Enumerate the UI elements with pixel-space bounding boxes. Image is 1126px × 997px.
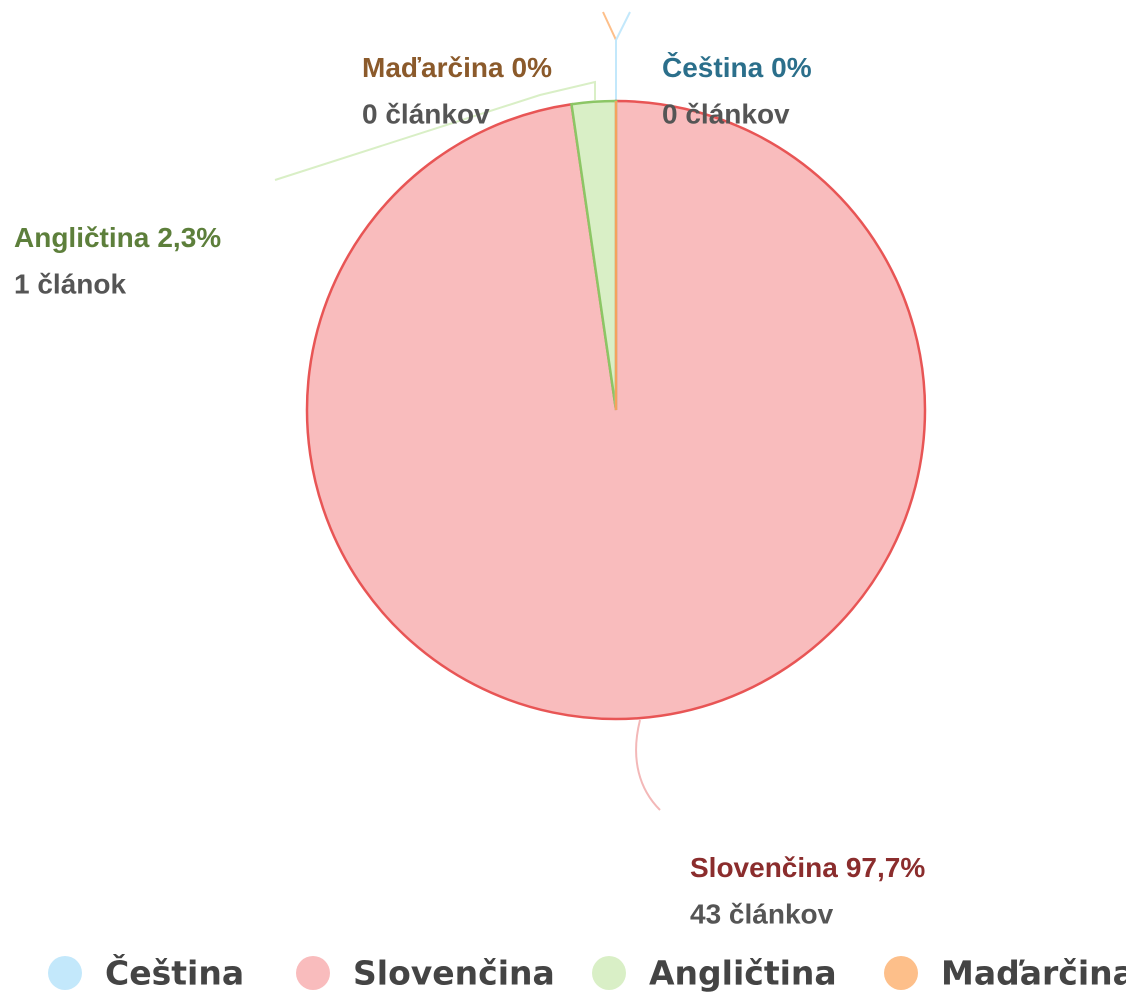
legend-marker [592,956,626,990]
legend-label: Angličtina [649,954,837,993]
data-label: Čeština 0% [662,51,812,83]
count-label: 1 článok [14,268,126,299]
leader-line [274,80,596,181]
data-label: Maďarčina 0% [362,52,552,83]
label-value: 2,3% [157,222,221,253]
pie-slice [305,99,927,721]
label-value: 97,7% [846,852,925,883]
label-name: Čeština [662,51,764,83]
label-name: Slovenčina [690,852,838,883]
legend-marker [48,956,82,990]
legend-marker [296,956,330,990]
legend-label: Maďarčina [941,954,1126,993]
count-label: 43 článkov [690,898,834,929]
legend-marker [884,956,918,990]
count-label: 0 článkov [362,98,490,129]
data-label: Slovenčina 97,7% [690,852,925,883]
label-name: Maďarčina [362,52,504,83]
leader-line [602,11,617,100]
leader-line [635,719,661,811]
label-name: Angličtina [14,222,150,253]
label-value: 0% [771,52,812,83]
data-label: Angličtina 2,3% [14,222,221,253]
legend-label: Slovenčina [353,954,555,993]
leader-line [615,11,631,100]
label-value: 0% [512,52,553,83]
count-label: 0 článkov [662,98,790,129]
legend-label: Čeština [105,953,244,993]
